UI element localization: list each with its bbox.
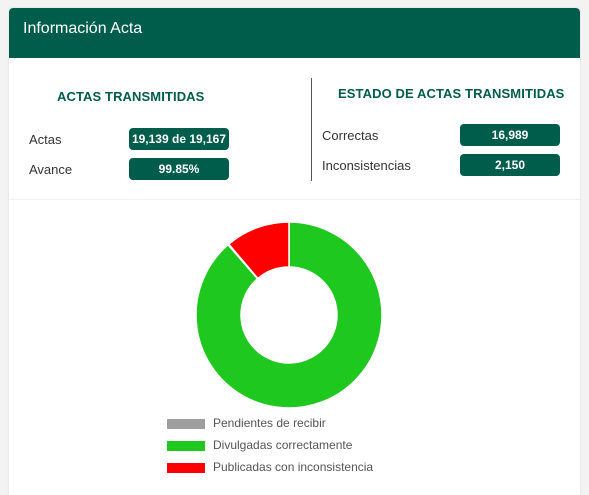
status-title: ESTADO DE ACTAS TRANSMITIDAS [338, 86, 565, 101]
legend-label-divulgadas: Divulgadas correctamente [213, 438, 353, 452]
legend-label-pendientes: Pendientes de recibir [213, 416, 326, 430]
legend-swatch-divulgadas [167, 441, 205, 451]
inconsistencias-label: Inconsistencias [322, 158, 411, 173]
actas-value-badge: 19,139 de 19,167 [129, 128, 229, 150]
legend-swatch-inconsistencia [167, 463, 205, 473]
card-title: Información Acta [23, 20, 143, 37]
legend-label-inconsistencia: Publicadas con inconsistencia [213, 460, 374, 474]
correctas-value-badge: 16,989 [460, 124, 560, 146]
actas-label: Actas [29, 132, 62, 147]
actas-donut-chart [195, 221, 383, 409]
avance-label: Avance [29, 162, 73, 177]
section-divider [311, 78, 312, 181]
acta-info-card: Información Acta ACTAS TRANSMITIDAS Acta… [9, 8, 580, 495]
summary-panel: ACTAS TRANSMITIDAS Actas 19,139 de 19,16… [9, 58, 580, 200]
correctas-label: Correctas [322, 128, 379, 143]
transmitted-title: ACTAS TRANSMITIDAS [57, 89, 205, 104]
donut-slice-divulgadas-correctamente[interactable] [195, 221, 383, 409]
card-header: Información Acta [9, 8, 580, 58]
donut-slice-publicadas-con-inconsistencia[interactable] [227, 221, 290, 280]
inconsistencias-value-badge: 2,150 [460, 154, 560, 176]
legend-swatch-pendientes [167, 419, 205, 429]
avance-value-badge: 99.85% [129, 158, 229, 180]
